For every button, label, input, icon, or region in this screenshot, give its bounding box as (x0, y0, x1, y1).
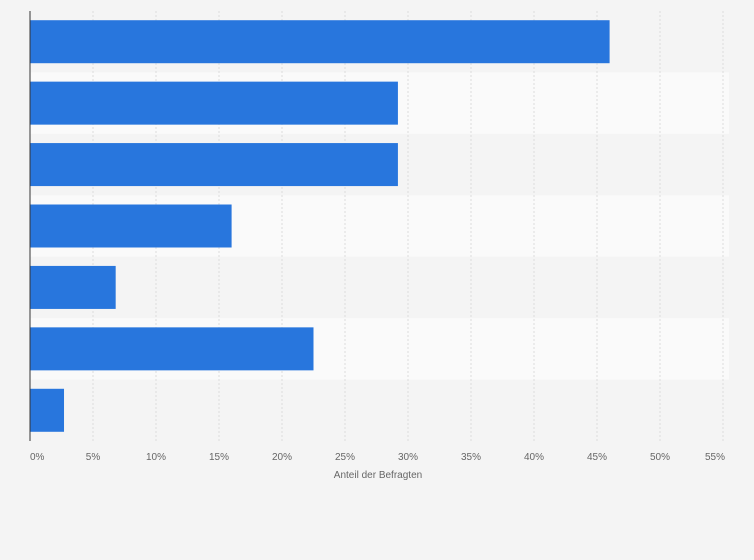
x-tick-label: 0% (30, 452, 45, 463)
bar[interactable] (30, 265, 116, 309)
x-tick-label: 30% (398, 452, 418, 463)
x-tick-label: 5% (86, 452, 101, 463)
x-tick-label: 10% (146, 452, 166, 463)
x-tick-label: 50% (650, 452, 670, 463)
bar[interactable] (30, 81, 398, 125)
x-tick-label: 35% (461, 452, 481, 463)
x-tick-label: 25% (335, 452, 355, 463)
x-axis-ticks: 0% 5% 10% 15% 20% 25% 30% 35% 40% 45% 50% 55% (30, 452, 725, 463)
x-tick-label: 15% (209, 452, 229, 463)
bars (30, 20, 610, 432)
bar[interactable] (30, 327, 314, 371)
x-axis-title: Anteil der Befragten (334, 470, 422, 481)
bar[interactable] (30, 204, 232, 248)
bar[interactable] (30, 20, 610, 64)
bar[interactable] (30, 388, 65, 432)
x-tick-label: 55% (705, 452, 725, 463)
x-tick-label: 45% (587, 452, 607, 463)
bar[interactable] (30, 143, 398, 187)
x-tick-label: 20% (272, 452, 292, 463)
x-tick-label: 40% (524, 452, 544, 463)
